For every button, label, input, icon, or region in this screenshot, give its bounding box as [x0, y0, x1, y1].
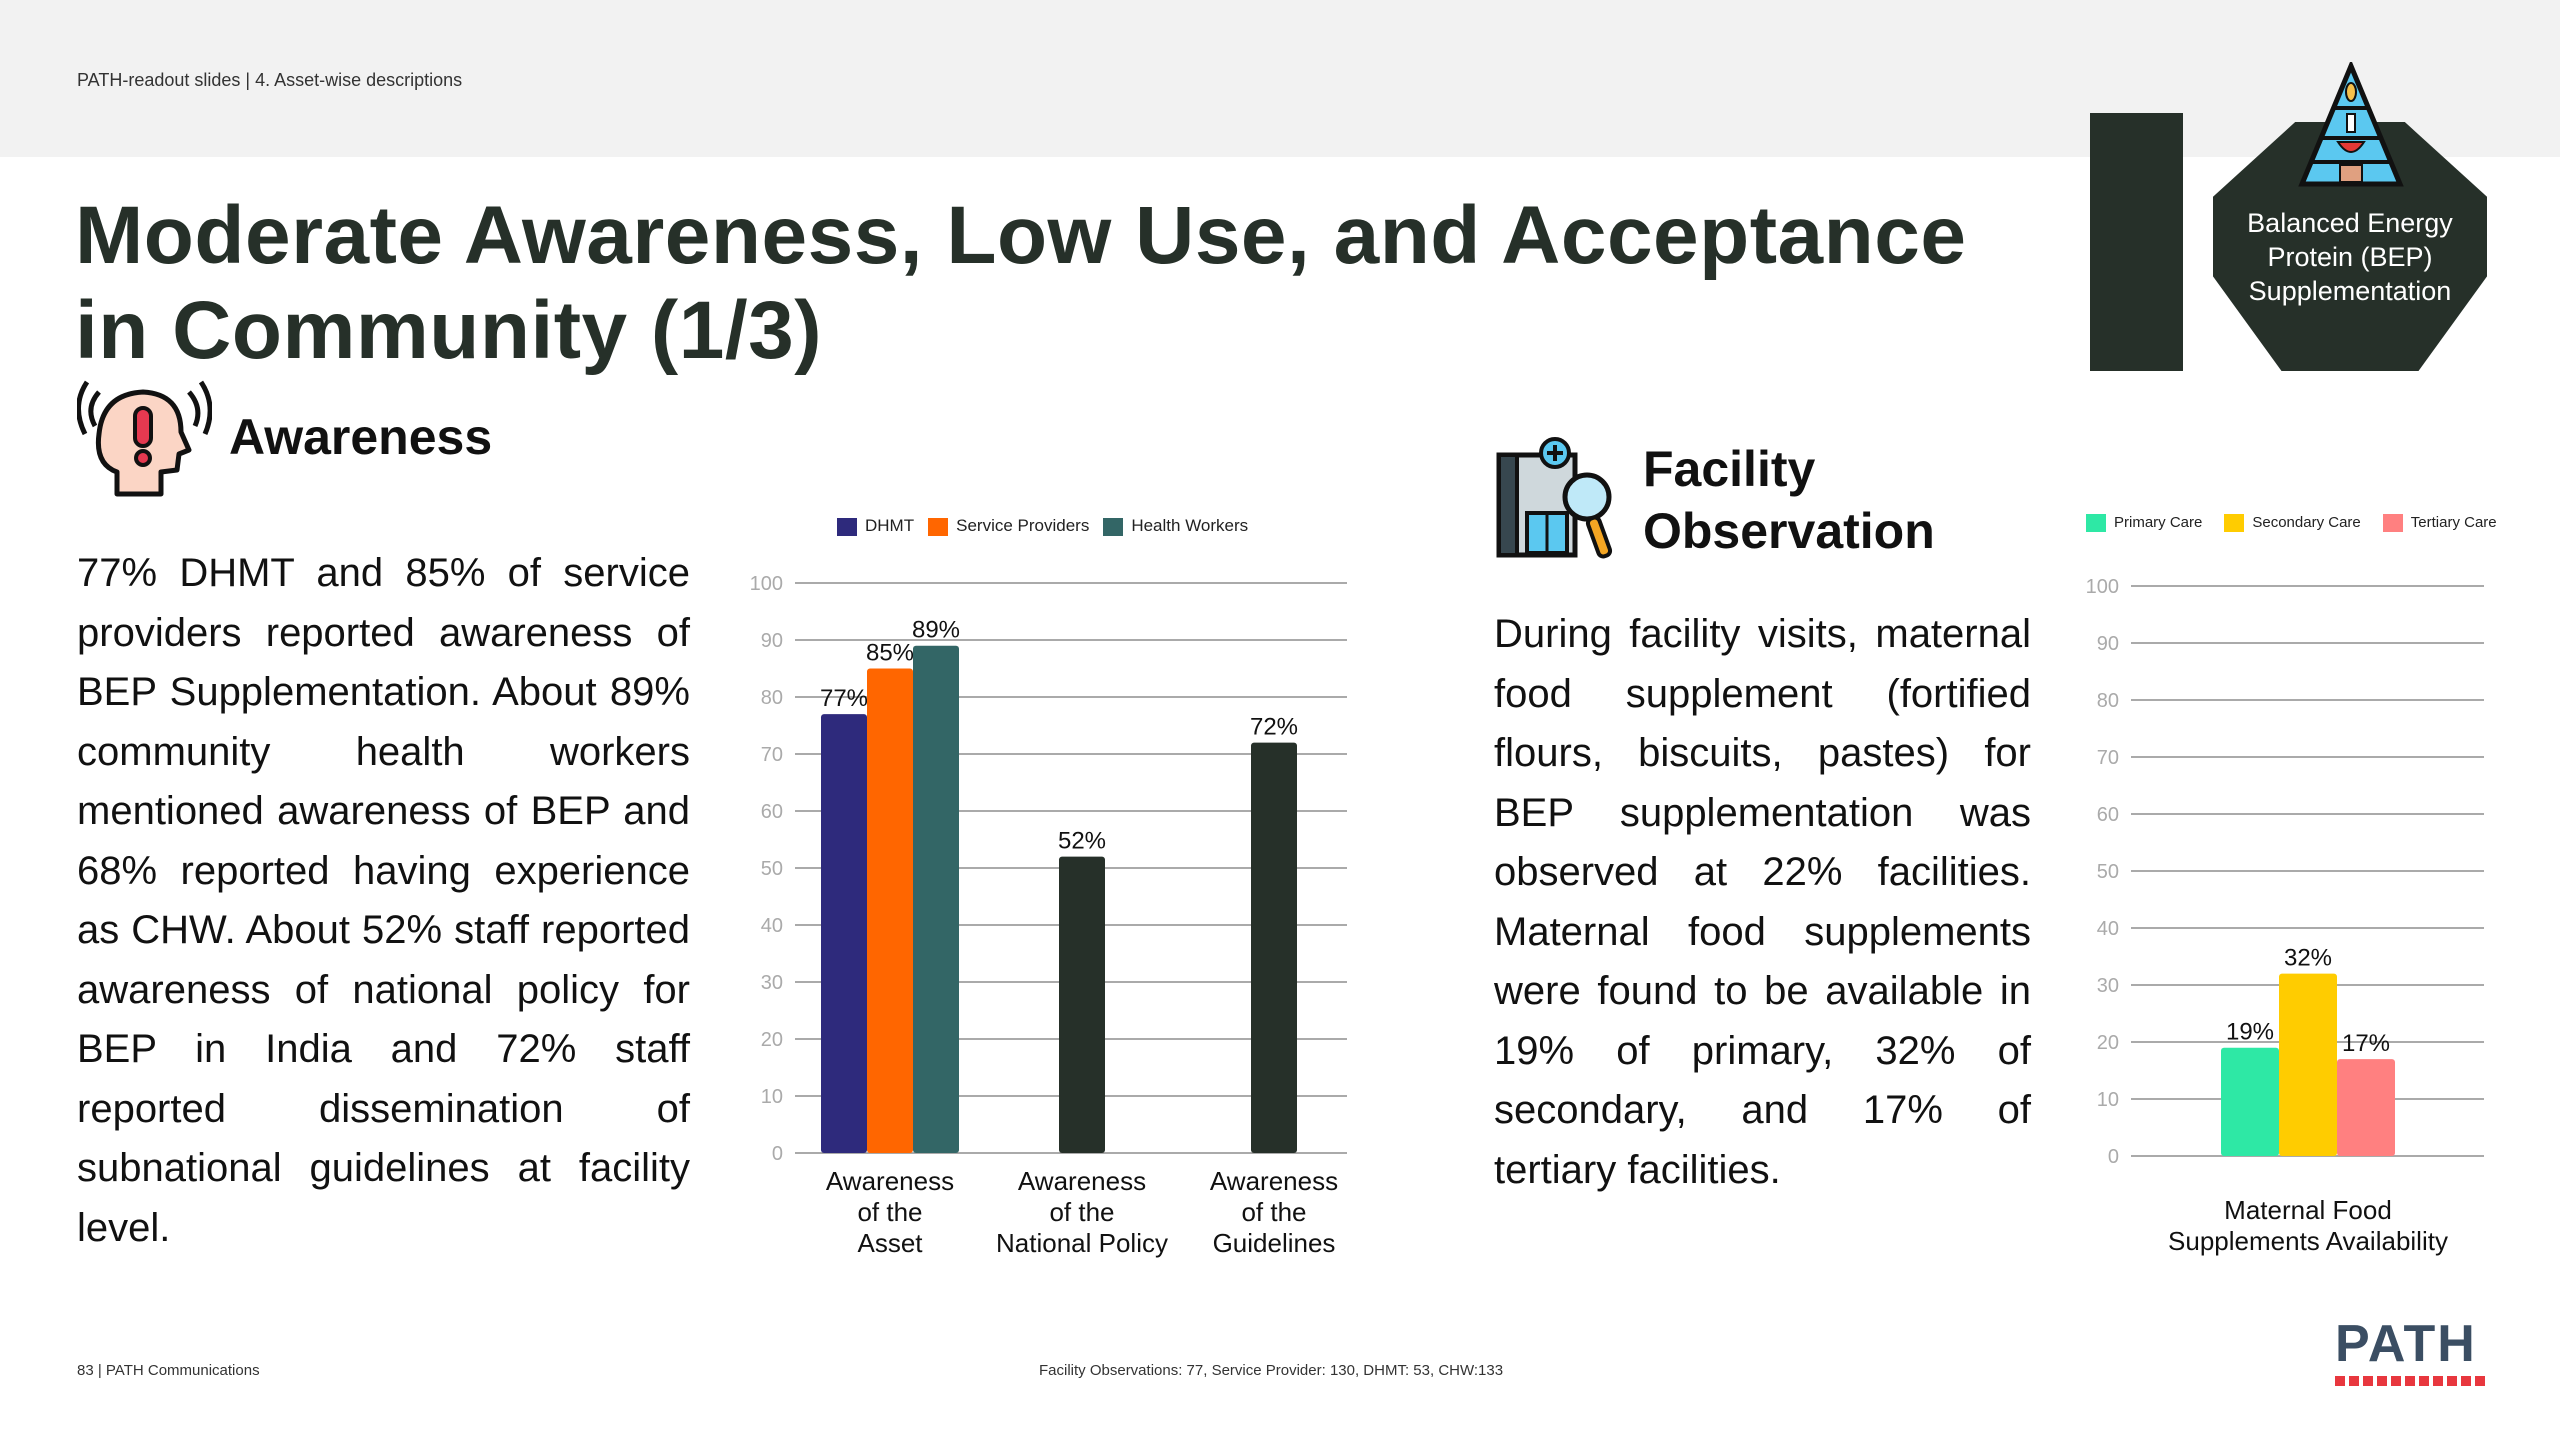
- facility-inspection-icon: [1496, 437, 1613, 559]
- legend-swatch: [837, 517, 857, 536]
- legend-label: Primary Care: [2114, 514, 2203, 531]
- legend-swatch: [928, 517, 949, 536]
- y-tick-label: 10: [761, 1086, 783, 1108]
- bar: [2279, 973, 2337, 1156]
- legend-item: Primary Care: [2086, 514, 2203, 533]
- legend-label: DHMT: [865, 516, 915, 535]
- page-title: Moderate Awareness, Low Use, and Accepta…: [75, 188, 1966, 378]
- food-pyramid-icon: [2298, 62, 2404, 187]
- x-tick-label: Maternal Food: [2224, 1195, 2392, 1225]
- x-tick-label: Supplements Availability: [2168, 1226, 2448, 1256]
- facility-heading: Facility Observation: [1643, 438, 1935, 562]
- legend-item: Health Workers: [1103, 516, 1248, 536]
- badge-line-3: Supplementation: [2248, 276, 2452, 306]
- data-label: 19%: [2226, 1019, 2274, 1046]
- y-tick-label: 0: [2108, 1146, 2119, 1168]
- y-tick-label: 70: [2097, 747, 2119, 769]
- x-tick-label: Awareness: [1018, 1166, 1146, 1196]
- y-tick-label: 90: [2097, 633, 2119, 655]
- data-label: 17%: [2342, 1030, 2390, 1057]
- y-tick-label: 60: [2097, 804, 2119, 826]
- title-line-1: Moderate Awareness, Low Use, and Accepta…: [75, 190, 1967, 281]
- data-label: 77%: [820, 685, 868, 712]
- x-tick-label: Awareness: [1210, 1166, 1338, 1196]
- facility-text: During facility visits, maternal food su…: [1494, 612, 2031, 1192]
- x-tick-label: of the: [1241, 1197, 1306, 1227]
- x-tick-label: of the: [857, 1197, 922, 1227]
- y-tick-label: 90: [761, 630, 783, 652]
- y-tick-label: 70: [761, 744, 783, 766]
- badge-line-2: Protein (BEP): [2267, 242, 2433, 272]
- y-tick-label: 50: [2097, 861, 2119, 883]
- y-tick-label: 10: [2097, 1089, 2119, 1111]
- data-label: 32%: [2284, 945, 2332, 972]
- x-tick-label: Guidelines: [1213, 1228, 1336, 1258]
- legend-label: Secondary Care: [2252, 514, 2361, 531]
- bar: [2337, 1059, 2395, 1156]
- legend-item: Tertiary Care: [2382, 514, 2497, 533]
- legend-swatch: [2382, 514, 2403, 533]
- legend-item: Secondary Care: [2224, 514, 2361, 533]
- sample-size-note: Facility Observations: 77, Service Provi…: [1039, 1362, 1504, 1379]
- bar: [2221, 1047, 2279, 1156]
- asset-badge-label: Balanced Energy Protein (BEP) Supplement…: [2213, 206, 2487, 308]
- alert-head-icon: [77, 380, 212, 497]
- y-tick-label: 30: [761, 972, 783, 994]
- y-tick-label: 0: [772, 1143, 783, 1165]
- badge-line-1: Balanced Energy: [2247, 208, 2453, 238]
- y-tick-label: 100: [2086, 576, 2119, 598]
- accent-bar: [2090, 113, 2183, 371]
- y-tick-label: 100: [750, 573, 783, 595]
- y-tick-label: 30: [2097, 975, 2119, 997]
- path-logo: PATH: [2335, 1318, 2485, 1386]
- y-tick-label: 80: [761, 687, 783, 709]
- facility-heading-line-2: Observation: [1643, 503, 1935, 559]
- legend-swatch: [2086, 514, 2106, 533]
- bar: [821, 714, 867, 1153]
- x-tick-label: National Policy: [996, 1228, 1168, 1258]
- legend-swatch: [2224, 514, 2245, 533]
- legend-label: Health Workers: [1131, 516, 1249, 535]
- awareness-chart-legend: DHMT Service Providers Health Workers: [837, 516, 1248, 536]
- y-tick-label: 20: [2097, 1032, 2119, 1054]
- breadcrumb: PATH-readout slides | 4. Asset-wise desc…: [77, 70, 463, 90]
- data-label: 52%: [1058, 828, 1106, 855]
- awareness-chart-plot: 0 10 20 30 40 50 60 70 80 90 100 77% 85%89% Awareness…: [750, 573, 1347, 1258]
- legend-item: DHMT: [837, 516, 914, 536]
- awareness-text: 77% DHMT and 85% of service providers re…: [77, 551, 690, 1250]
- awareness-heading: Awareness: [229, 409, 493, 465]
- y-tick-label: 40: [2097, 918, 2119, 940]
- facility-heading-line-1: Facility: [1643, 441, 1816, 497]
- facility-chart-legend: Primary Care Secondary Care Tertiary Care: [2086, 514, 2497, 533]
- title-line-2: in Community (1/3): [75, 285, 823, 376]
- y-tick-label: 60: [761, 801, 783, 823]
- y-tick-label: 80: [2097, 690, 2119, 712]
- data-label: 89%: [912, 617, 960, 644]
- legend-label: Service Providers: [956, 516, 1090, 535]
- legend-item: Service Providers: [928, 516, 1089, 536]
- page-number: 83 | PATH Communications: [77, 1362, 260, 1379]
- bar: [1059, 856, 1105, 1153]
- x-tick-label: Asset: [857, 1228, 923, 1258]
- data-label: 85%: [866, 640, 914, 667]
- facility-chart-plot: 0 10 20 30 40 50 60 70 80 90 100 19% 32% 17% Maternal …: [2086, 576, 2484, 1256]
- y-tick-label: 50: [761, 858, 783, 880]
- x-tick-label: of the: [1049, 1197, 1114, 1227]
- bar: [867, 668, 913, 1153]
- bar: [913, 645, 959, 1153]
- legend-swatch: [1103, 517, 1124, 536]
- bar: [1251, 742, 1297, 1153]
- x-tick-label: Awareness: [826, 1166, 954, 1196]
- data-label: 72%: [1250, 714, 1298, 741]
- legend-label: Tertiary Care: [2410, 514, 2497, 531]
- y-tick-label: 20: [761, 1029, 783, 1051]
- y-tick-label: 40: [761, 915, 783, 937]
